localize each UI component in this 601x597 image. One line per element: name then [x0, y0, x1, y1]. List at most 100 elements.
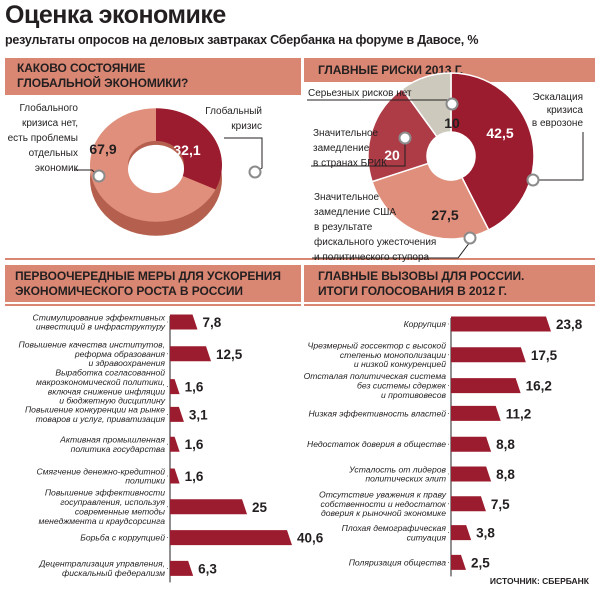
section-title-line: ПЕРВООЧЕРЕДНЫЕ МЕРЫ ДЛЯ УСКОРЕНИЯ: [15, 269, 281, 283]
category-label: товаров и услуг, приватизация: [36, 414, 166, 424]
bar: [170, 379, 180, 395]
category-label: Повышение эффективности: [45, 488, 165, 498]
section-band-global-economy: [5, 58, 301, 95]
bar: [451, 466, 492, 482]
page-title: Оценка экономике: [5, 1, 226, 29]
bar: [451, 525, 472, 541]
callout-marker: [248, 165, 262, 179]
category-label: Коррупция: [404, 319, 447, 329]
category-label: инвестиций в инфраструктуру: [36, 322, 166, 332]
slice-label: замедление США: [314, 207, 396, 218]
bar-value-label: 6,3: [198, 561, 217, 576]
section-title-growth-measures: ПЕРВООЧЕРЕДНЫЕ МЕРЫ ДЛЯ УСКОРЕНИЯ ЭКОНОМ…: [15, 269, 281, 299]
callout-marker: [92, 169, 106, 183]
bar-value-label: 12,5: [216, 347, 243, 362]
category-label: и здравоохранения: [88, 358, 165, 368]
section-divider: [5, 304, 301, 306]
donut-slice: [371, 162, 490, 240]
callout-marker: [398, 131, 412, 145]
category-label: Повышение качества институтов,: [19, 339, 165, 349]
bar-value-label: 2,5: [471, 555, 490, 570]
category-label: макроэкономической политики,: [36, 377, 165, 387]
bar-value-label: 3,8: [476, 526, 495, 541]
page-subtitle: результаты опросов на деловых завтраках …: [5, 33, 479, 47]
section-band-growth-measures: [5, 265, 301, 302]
category-label: Недостаток доверия в обществе: [307, 439, 446, 449]
bar: [170, 314, 198, 330]
bar: [170, 530, 292, 546]
bar: [170, 499, 248, 515]
category-label: менеджмента и краудсорсинга: [38, 516, 165, 526]
source-note: ИСТОЧНИК: СБЕРБАНК: [489, 576, 589, 586]
leader-line: [311, 140, 406, 167]
category-label: Отсталая политическая система: [304, 371, 447, 381]
category-label: Усталость от лидеров: [348, 464, 446, 474]
category-label: и противовесов: [381, 390, 447, 400]
bar-value-label: 17,5: [531, 348, 558, 363]
section-title-line: ЭКОНОМИЧЕСКОГО РОСТА В РОССИИ: [15, 284, 243, 298]
slice-label: кризиса нет,: [22, 118, 78, 129]
slice-label: Эскалация: [533, 92, 583, 103]
donut-slice: [90, 108, 216, 222]
section-title-global-economy: КАКОВО СОСТОЯНИЕ ГЛОБАЛЬНОЙ ЭКОНОМИКИ?: [17, 61, 188, 91]
bar-value-label: 8,8: [496, 437, 515, 452]
bar: [170, 560, 194, 576]
category-label: собственности и недостаток: [321, 499, 447, 509]
category-label: политика государства: [71, 444, 166, 454]
slice-label: отдельных: [29, 148, 78, 159]
callout-marker: [445, 97, 459, 111]
category-label: госуправления, используя: [60, 497, 165, 507]
donut-hole: [128, 144, 184, 194]
donut-slice: [401, 72, 452, 138]
slice-label: в еврозоне: [532, 118, 584, 129]
section-divider: [304, 304, 595, 306]
leader-line: [533, 132, 584, 181]
slice-value-label: 27,5: [431, 207, 458, 223]
bar: [451, 496, 486, 512]
bar: [451, 554, 466, 570]
category-label: и бюджетную дисциплину: [59, 396, 165, 406]
category-label: и низкой конкуренцией: [354, 359, 446, 369]
callout-marker: [526, 173, 540, 187]
slice-label: экономик: [35, 163, 79, 174]
category-label: Выработка согласованной: [55, 368, 165, 378]
bar-value-label: 40,6: [297, 531, 324, 546]
slice-label: замедление: [313, 143, 370, 154]
category-label: доверия к рыночной экономике: [321, 508, 446, 518]
slice-value-label: 10: [444, 115, 460, 131]
bar: [451, 316, 551, 332]
bar-value-label: 23,8: [556, 317, 583, 332]
slice-label: есть проблемы: [8, 132, 78, 144]
donut-slice: [156, 108, 222, 190]
category-label: степенью монополизации: [340, 350, 446, 360]
slice-label: Серьезных рисков нет: [308, 88, 412, 99]
category-label: Повышение конкуренции на рынке: [25, 405, 165, 415]
category-label: Смягчение денежно-кредитной: [36, 466, 165, 476]
category-label: включая снижение инфляции: [48, 386, 165, 396]
leader-line: [312, 241, 471, 259]
bar: [451, 347, 526, 363]
bar-value-label: 3,1: [189, 407, 208, 422]
slice-label: кризис: [231, 121, 262, 132]
section-title-line: ГЛАВНЫЕ ВЫЗОВЫ ДЛЯ РОССИИ.: [318, 269, 525, 283]
bar: [170, 346, 212, 362]
slice-label: в странах БРИК: [313, 158, 387, 169]
bar: [451, 436, 492, 452]
category-label: фискальный федерализм: [62, 568, 165, 578]
category-label: политических элит: [365, 474, 446, 484]
category-label: Активная промышленная: [59, 435, 165, 445]
bar-value-label: 1,6: [185, 469, 204, 484]
donut-slice: [450, 72, 535, 231]
bar: [170, 406, 184, 422]
category-label: Стимулирование эффективных: [33, 312, 166, 322]
category-label: политики: [125, 476, 165, 486]
bar-value-label: 8,8: [496, 467, 515, 482]
category-label: без системы сдержек: [357, 381, 447, 391]
section-title-line: ГЛОБАЛЬНОЙ ЭКОНОМИКИ?: [17, 76, 189, 90]
bar-value-label: 25: [252, 500, 268, 515]
section-title-line: ИТОГИ ГОЛОСОВАНИЯ В 2012 Г.: [318, 284, 507, 298]
section-divider: [5, 258, 595, 260]
section-title-line: ГЛАВНЫЕ РИСКИ 2013 Г.: [318, 63, 464, 77]
slice-label: Глобального: [19, 102, 78, 114]
